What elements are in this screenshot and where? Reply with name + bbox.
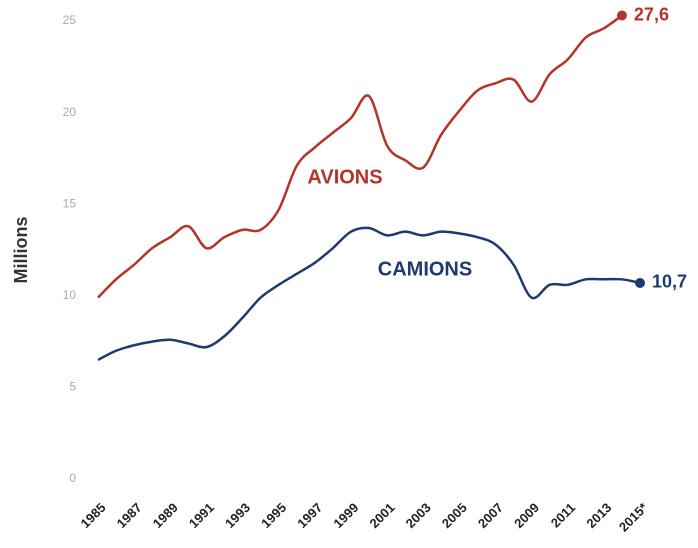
x-tick-label: 2015* bbox=[616, 499, 651, 534]
y-tick-label: 25 bbox=[63, 13, 77, 27]
y-tick-label: 15 bbox=[63, 196, 77, 210]
end-label: 27,6 bbox=[634, 4, 669, 24]
series-label: CAMIONS bbox=[378, 258, 472, 280]
line bbox=[97, 226, 641, 362]
x-tick-label: 2009 bbox=[511, 500, 542, 531]
x-tick-label: 2005 bbox=[439, 500, 470, 531]
x-tick-label: 2001 bbox=[367, 500, 398, 531]
y-tick-label: 10 bbox=[63, 288, 77, 302]
x-tick-label: 1993 bbox=[222, 500, 253, 531]
y-tick-label: 20 bbox=[63, 105, 77, 119]
line bbox=[97, 14, 623, 299]
x-tick-label: 1995 bbox=[258, 500, 289, 531]
x-tick-label: 2013 bbox=[583, 500, 614, 531]
y-tick-label: 5 bbox=[69, 380, 76, 394]
x-tick-label: 1991 bbox=[186, 500, 217, 531]
x-tick-label: 1989 bbox=[150, 500, 181, 531]
x-tick-label: 2003 bbox=[403, 500, 434, 531]
y-tick-label: 0 bbox=[69, 471, 76, 485]
y-axis-label: Millions bbox=[11, 217, 31, 284]
x-tick-label: 1999 bbox=[330, 500, 361, 531]
end-point bbox=[616, 10, 627, 21]
x-tick-label: 2011 bbox=[548, 500, 579, 531]
x-tick-label: 1985 bbox=[77, 500, 108, 531]
x-tick-label: 1997 bbox=[294, 500, 325, 531]
x-tick-label: 2007 bbox=[475, 500, 506, 531]
end-label: 10,7 bbox=[652, 272, 687, 292]
x-tick-label: 1987 bbox=[114, 500, 145, 531]
end-point bbox=[635, 277, 645, 288]
series-label: AVIONS bbox=[307, 166, 382, 188]
